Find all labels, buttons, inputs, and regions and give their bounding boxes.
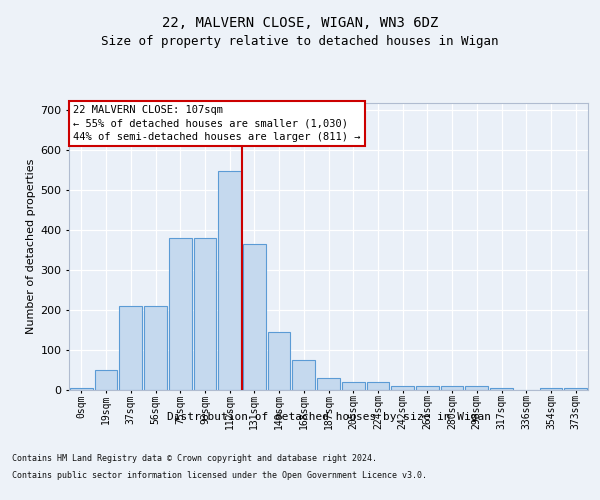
Text: Distribution of detached houses by size in Wigan: Distribution of detached houses by size …	[167, 412, 491, 422]
Bar	[416, 386, 439, 390]
Bar	[243, 244, 266, 390]
Y-axis label: Number of detached properties: Number of detached properties	[26, 158, 36, 334]
Bar	[119, 306, 142, 390]
Bar	[95, 370, 118, 390]
Bar	[292, 360, 315, 390]
Bar	[367, 382, 389, 390]
Bar	[70, 388, 93, 390]
Bar	[466, 386, 488, 390]
Bar	[218, 171, 241, 390]
Bar	[391, 386, 414, 390]
Bar	[564, 388, 587, 390]
Text: Size of property relative to detached houses in Wigan: Size of property relative to detached ho…	[101, 35, 499, 48]
Bar	[441, 386, 463, 390]
Bar	[342, 382, 365, 390]
Text: Contains HM Land Registry data © Crown copyright and database right 2024.: Contains HM Land Registry data © Crown c…	[12, 454, 377, 463]
Bar	[317, 378, 340, 390]
Text: 22, MALVERN CLOSE, WIGAN, WN3 6DZ: 22, MALVERN CLOSE, WIGAN, WN3 6DZ	[162, 16, 438, 30]
Bar	[268, 332, 290, 390]
Text: Contains public sector information licensed under the Open Government Licence v3: Contains public sector information licen…	[12, 471, 427, 480]
Bar	[144, 306, 167, 390]
Text: 22 MALVERN CLOSE: 107sqm
← 55% of detached houses are smaller (1,030)
44% of sem: 22 MALVERN CLOSE: 107sqm ← 55% of detach…	[73, 106, 361, 142]
Bar	[169, 238, 191, 390]
Bar	[539, 388, 562, 390]
Bar	[490, 388, 513, 390]
Bar	[194, 238, 216, 390]
